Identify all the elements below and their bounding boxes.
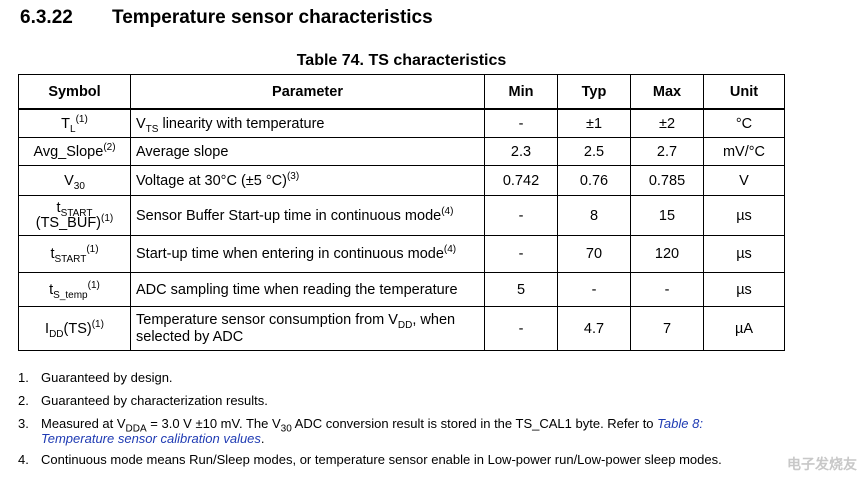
watermark-logo: 电子发烧友 — [787, 456, 857, 472]
unit-cell: mV/°C — [703, 137, 785, 166]
ts-characteristics-table: Symbol Parameter Min Typ Max Unit TL(1) … — [18, 74, 785, 351]
unit-cell: °C — [703, 108, 785, 138]
table-caption: Table 74. TS characteristics — [296, 52, 507, 69]
typ-cell: 8 — [557, 195, 631, 236]
symbol-cell: TL(1) — [18, 108, 131, 138]
symbol-cell: V30 — [18, 165, 131, 196]
table-row: tS_temp(1) ADC sampling time when readin… — [18, 272, 785, 307]
typ-cell: - — [557, 272, 631, 307]
max-cell: 2.7 — [630, 137, 704, 166]
min-cell: - — [484, 108, 558, 138]
parameter-cell: Start-up time when entering in continuou… — [130, 235, 485, 273]
table-row: Avg_Slope(2) Average slope 2.3 2.5 2.7 m… — [18, 137, 785, 166]
max-cell: 120 — [630, 235, 704, 273]
table-row: TL(1) VTS linearity with temperature - ±… — [18, 108, 785, 138]
typ-cell: 2.5 — [557, 137, 631, 166]
min-cell: - — [484, 306, 558, 351]
header-max: Max — [630, 74, 704, 110]
parameter-cell: Average slope — [130, 137, 485, 166]
min-cell: - — [484, 235, 558, 273]
table-row: V30 Voltage at 30°C (±5 °C)(3) 0.742 0.7… — [18, 165, 785, 196]
typ-cell: 70 — [557, 235, 631, 273]
min-cell: 2.3 — [484, 137, 558, 166]
parameter-cell: ADC sampling time when reading the tempe… — [130, 272, 485, 307]
header-symbol: Symbol — [18, 74, 131, 110]
typ-cell: 4.7 — [557, 306, 631, 351]
note-item: 1. Guaranteed by design. — [18, 370, 173, 385]
note-item: 2. Guaranteed by characterization results… — [18, 393, 268, 408]
min-cell: - — [484, 195, 558, 236]
max-cell: ±2 — [630, 108, 704, 138]
section-title: Temperature sensor characteristics — [112, 7, 433, 28]
table-8-link-continued[interactable]: Temperature sensor calibration values — [41, 431, 261, 446]
section-number: 6.3.22 — [20, 7, 73, 28]
unit-cell: V — [703, 165, 785, 196]
header-parameter: Parameter — [130, 74, 485, 110]
parameter-cell: Sensor Buffer Start-up time in continuou… — [130, 195, 485, 236]
symbol-cell: tSTART(1) — [18, 235, 131, 273]
parameter-cell: VTS linearity with temperature — [130, 108, 485, 138]
table-8-link[interactable]: Table 8: — [657, 416, 703, 431]
symbol-cell: Avg_Slope(2) — [18, 137, 131, 166]
symbol-cell: IDD(TS)(1) — [18, 306, 131, 351]
typ-cell: ±1 — [557, 108, 631, 138]
note-item: 3. Measured at VDDA = 3.0 V ±10 mV. The V… — [18, 416, 703, 446]
min-cell: 0.742 — [484, 165, 558, 196]
header-min: Min — [484, 74, 558, 110]
table-row: tSTART(1) Start-up time when entering in… — [18, 235, 785, 273]
unit-cell: µs — [703, 195, 785, 236]
table-header-row: Symbol Parameter Min Typ Max Unit — [18, 74, 785, 110]
symbol-cell: tSTART (TS_BUF)(1) — [18, 195, 131, 236]
table-row: tSTART (TS_BUF)(1) Sensor Buffer Start-up… — [18, 195, 785, 236]
header-typ: Typ — [557, 74, 631, 110]
unit-cell: µs — [703, 235, 785, 273]
typ-cell: 0.76 — [557, 165, 631, 196]
max-cell: - — [630, 272, 704, 307]
parameter-cell: Temperature sensor consumption from VDD,… — [130, 306, 485, 351]
unit-cell: µA — [703, 306, 785, 351]
symbol-cell: tS_temp(1) — [18, 272, 131, 307]
max-cell: 0.785 — [630, 165, 704, 196]
min-cell: 5 — [484, 272, 558, 307]
table-row: IDD(TS)(1) Temperature sensor consumptio… — [18, 306, 785, 351]
parameter-cell: Voltage at 30°C (±5 °C)(3) — [130, 165, 485, 196]
section-heading: 6.3.22 Temperature sensor characteristics — [20, 7, 433, 29]
header-unit: Unit — [703, 74, 785, 110]
unit-cell: µs — [703, 272, 785, 307]
max-cell: 15 — [630, 195, 704, 236]
max-cell: 7 — [630, 306, 704, 351]
note-item: 4. Continuous mode means Run/Sleep modes,… — [18, 452, 722, 467]
